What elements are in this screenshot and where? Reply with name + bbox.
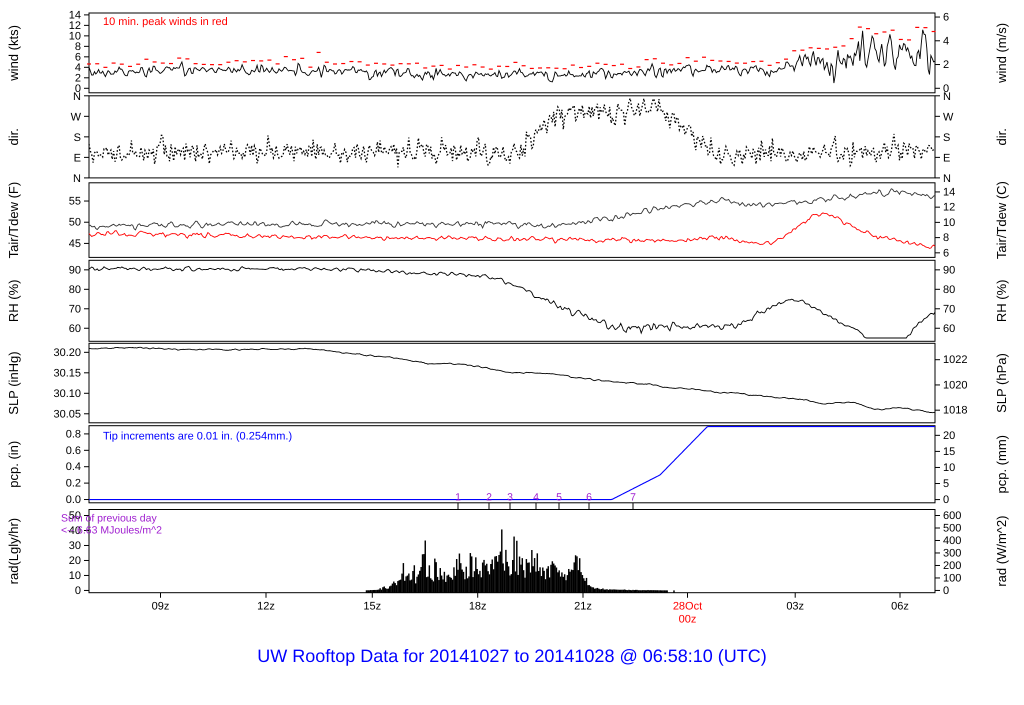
svg-text:<-- 6.63 MJoules/m^2: <-- 6.63 MJoules/m^2 <box>61 525 162 537</box>
svg-text:N: N <box>943 173 951 185</box>
svg-text:50: 50 <box>69 217 81 229</box>
svg-text:RH (%): RH (%) <box>994 279 1009 322</box>
svg-text:12: 12 <box>943 202 955 214</box>
svg-text:12: 12 <box>69 20 81 32</box>
svg-text:wind (kts): wind (kts) <box>6 25 21 82</box>
svg-text:Tair/Tdew (C): Tair/Tdew (C) <box>994 181 1009 259</box>
svg-text:0.6: 0.6 <box>66 445 81 457</box>
svg-text:200: 200 <box>943 560 961 572</box>
svg-text:21z: 21z <box>574 601 592 613</box>
svg-text:4: 4 <box>75 62 81 74</box>
svg-text:55: 55 <box>69 196 81 208</box>
svg-text:60: 60 <box>69 323 81 335</box>
svg-text:10: 10 <box>69 30 81 42</box>
svg-text:300: 300 <box>943 547 961 559</box>
svg-text:1020: 1020 <box>943 379 967 391</box>
svg-text:80: 80 <box>943 284 955 296</box>
svg-text:0.0: 0.0 <box>66 494 81 506</box>
svg-text:Sum of previous day: Sum of previous day <box>61 513 157 525</box>
svg-text:12z: 12z <box>257 601 275 613</box>
svg-text:30.20: 30.20 <box>53 347 81 359</box>
svg-text:600: 600 <box>943 510 961 522</box>
svg-text:60: 60 <box>943 323 955 335</box>
svg-text:pcp. (mm): pcp. (mm) <box>994 435 1009 494</box>
svg-text:0: 0 <box>943 494 949 506</box>
svg-text:N: N <box>73 91 81 103</box>
svg-text:Tair/Tdew (F): Tair/Tdew (F) <box>6 182 21 259</box>
svg-text:6: 6 <box>586 492 592 504</box>
svg-text:5: 5 <box>556 492 562 504</box>
svg-text:10: 10 <box>69 570 81 582</box>
svg-text:400: 400 <box>943 535 961 547</box>
svg-text:18z: 18z <box>469 601 487 613</box>
svg-text:14: 14 <box>943 186 955 198</box>
svg-text:500: 500 <box>943 522 961 534</box>
svg-text:4: 4 <box>943 35 949 47</box>
svg-text:RH (%): RH (%) <box>6 279 21 322</box>
svg-text:06z: 06z <box>891 601 909 613</box>
svg-text:1022: 1022 <box>943 354 967 366</box>
svg-text:8: 8 <box>75 41 81 53</box>
svg-text:S: S <box>74 132 81 144</box>
svg-text:8: 8 <box>943 232 949 244</box>
svg-text:6: 6 <box>943 12 949 24</box>
svg-text:0: 0 <box>943 585 949 597</box>
svg-text:0.2: 0.2 <box>66 478 81 490</box>
svg-text:30.15: 30.15 <box>53 367 81 379</box>
svg-text:14: 14 <box>69 9 81 21</box>
svg-text:4: 4 <box>533 492 539 504</box>
svg-text:90: 90 <box>69 264 81 276</box>
svg-text:3: 3 <box>507 492 513 504</box>
svg-text:0.4: 0.4 <box>66 461 81 473</box>
svg-text:1018: 1018 <box>943 405 967 417</box>
svg-text:W: W <box>943 111 954 123</box>
svg-text:wind (m/s): wind (m/s) <box>994 23 1009 84</box>
svg-text:6: 6 <box>943 247 949 259</box>
svg-text:dir.: dir. <box>994 128 1009 145</box>
svg-text:100: 100 <box>943 572 961 584</box>
svg-text:7: 7 <box>630 492 636 504</box>
svg-text:W: W <box>71 111 82 123</box>
svg-text:S: S <box>943 132 950 144</box>
svg-text:2: 2 <box>943 59 949 71</box>
svg-text:20: 20 <box>69 555 81 567</box>
svg-text:70: 70 <box>943 303 955 315</box>
svg-text:30: 30 <box>69 540 81 552</box>
svg-text:90: 90 <box>943 264 955 276</box>
svg-text:30.10: 30.10 <box>53 388 81 400</box>
svg-text:1: 1 <box>455 492 461 504</box>
svg-text:rad (W/m^2): rad (W/m^2) <box>994 516 1009 587</box>
svg-text:30.05: 30.05 <box>53 408 81 420</box>
svg-text:10: 10 <box>943 462 955 474</box>
svg-text:dir.: dir. <box>6 128 21 145</box>
svg-text:N: N <box>73 173 81 185</box>
svg-text:09z: 09z <box>152 601 170 613</box>
svg-text:0: 0 <box>75 585 81 597</box>
svg-text:45: 45 <box>69 238 81 250</box>
svg-text:N: N <box>943 91 951 103</box>
svg-text:28Oct: 28Oct <box>673 601 702 613</box>
svg-text:80: 80 <box>69 284 81 296</box>
svg-text:Tip increments are 0.01 in. (0: Tip increments are 0.01 in. (0.254mm.) <box>103 431 292 443</box>
svg-text:SLP (inHg): SLP (inHg) <box>6 351 21 414</box>
svg-text:20: 20 <box>943 430 955 442</box>
svg-text:SLP (hPa): SLP (hPa) <box>994 353 1009 413</box>
svg-text:2: 2 <box>486 492 492 504</box>
svg-text:rad(Lgly/hr): rad(Lgly/hr) <box>6 518 21 584</box>
svg-text:10: 10 <box>943 217 955 229</box>
svg-text:E: E <box>74 152 81 164</box>
svg-text:00z: 00z <box>679 614 697 626</box>
svg-text:15z: 15z <box>363 601 381 613</box>
svg-text:pcp. (in): pcp. (in) <box>6 441 21 488</box>
svg-text:5: 5 <box>943 478 949 490</box>
svg-text:15: 15 <box>943 446 955 458</box>
svg-text:UW Rooftop Data for 20141027: UW Rooftop Data for 20141027 to 20141028… <box>257 646 767 666</box>
svg-text:6: 6 <box>75 51 81 63</box>
svg-text:03z: 03z <box>786 601 804 613</box>
svg-text:0.8: 0.8 <box>66 428 81 440</box>
svg-text:10 min. peak winds in red: 10 min. peak winds in red <box>103 16 228 28</box>
svg-text:70: 70 <box>69 303 81 315</box>
svg-text:2: 2 <box>75 72 81 84</box>
svg-text:E: E <box>943 152 950 164</box>
